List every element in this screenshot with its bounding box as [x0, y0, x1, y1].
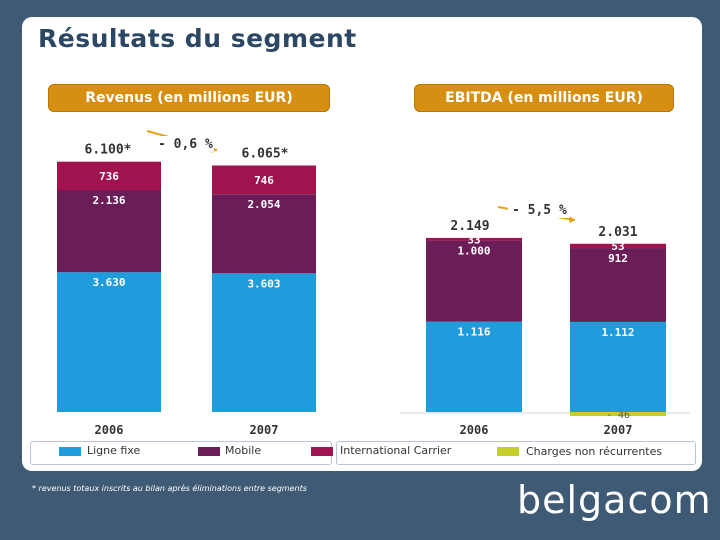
ebitda-total-2006: 2.149 — [450, 219, 489, 234]
ebitda-category-2006: 2006 — [460, 423, 489, 437]
revenue-bar-2007-international-carrier — [212, 165, 316, 195]
legend-label-ligne-fixe: Ligne fixe — [87, 444, 141, 457]
legend-swatch-mobile — [198, 447, 220, 456]
legend-swatch-international-carrier — [311, 447, 333, 456]
ebitda-bar-2007-mobile — [570, 248, 666, 322]
ebitda-bar-2006-international-carrier — [426, 237, 522, 241]
belgacom-logo: belgacom — [517, 478, 712, 522]
ebitda-bar-2006-ligne-fixe — [426, 321, 522, 412]
legend-label-mobile: Mobile — [225, 444, 262, 457]
legend-swatch-ligne-fixe — [59, 447, 81, 456]
ebitda-label-2007-charges: - 46 — [606, 410, 630, 421]
revenue-total-2007: 6.065* — [242, 146, 289, 161]
revenue-label-2006-mobile: 2.136 — [92, 194, 125, 207]
revenue-change-label: - 0,6 % — [158, 137, 213, 152]
ebitda-change-label-bg — [508, 202, 570, 218]
revenue-label-2007-mobile: 2.054 — [247, 198, 280, 211]
ebitda-bar-2007-ligne-fixe — [570, 321, 666, 412]
revenue-label-2007-international-carrier: 746 — [254, 174, 274, 187]
legend-frame-right — [336, 441, 696, 465]
ebitda-bar-2007-charges — [570, 412, 666, 416]
revenue-change-label-bg — [154, 136, 214, 152]
page-title: Résultats du segment — [38, 24, 357, 53]
ebitda-label-2007-mobile: 912 — [608, 252, 628, 265]
revenue-total-2006: 6.100* — [85, 143, 132, 158]
legend-label-international-carrier: International Carrier — [340, 444, 452, 457]
legend-label-charges-non-recurrentes: Charges non récurrentes — [526, 445, 663, 458]
ebitda-label-2007-international-carrier: 53 — [611, 240, 624, 253]
revenue-bar-2007-ligne-fixe — [212, 273, 316, 412]
revenue-bar-2006-international-carrier — [57, 161, 161, 191]
revenue-label-2007-ligne-fixe: 3.603 — [247, 277, 280, 290]
footnote: * revenus totaux inscrits au bilan après… — [32, 484, 307, 493]
revenue-bar-2007-mobile — [212, 194, 316, 274]
ebitda-label-2006-international-carrier: 33 — [467, 233, 480, 246]
ebitda-bar-2007-international-carrier — [570, 243, 666, 249]
revenue-category-2006: 2006 — [95, 423, 124, 437]
ebitda-category-2007: 2007 — [604, 423, 633, 437]
ebitda-label-2007-ligne-fixe: 1.112 — [601, 326, 634, 339]
revenue-category-2007: 2007 — [250, 423, 279, 437]
ebitda-chart-header: EBITDA (en millions EUR) — [414, 84, 674, 112]
revenue-label-2006-ligne-fixe: 3.630 — [92, 276, 125, 289]
ebitda-bar-2006-mobile — [426, 240, 522, 322]
revenue-chart-header: Revenus (en millions EUR) — [48, 84, 330, 112]
ebitda-label-2006-ligne-fixe: 1.116 — [457, 326, 490, 339]
revenue-bar-2006-mobile — [57, 190, 161, 273]
revenue-bar-2006-ligne-fixe — [57, 272, 161, 412]
ebitda-label-2006-mobile: 1.000 — [457, 245, 490, 258]
legend-swatch-charges-non-recurrentes — [497, 447, 519, 456]
ebitda-change-label: - 5,5 % — [512, 203, 567, 218]
revenue-label-2006-international-carrier: 736 — [99, 170, 119, 183]
ebitda-total-2007: 2.031 — [598, 225, 637, 240]
